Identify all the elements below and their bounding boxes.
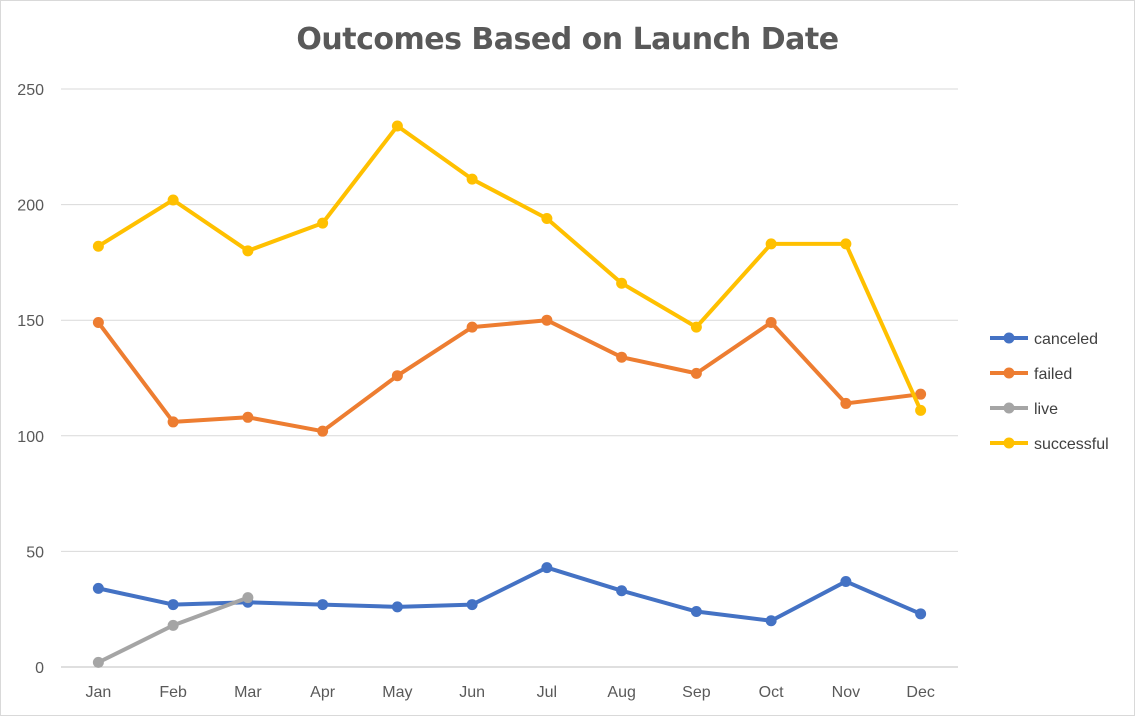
data-point-live <box>167 619 179 631</box>
data-point-canceled <box>690 606 702 618</box>
data-point-successful <box>92 240 104 252</box>
data-point-canceled <box>840 575 852 587</box>
data-point-failed <box>92 317 104 329</box>
legend-marker-live <box>1003 402 1015 414</box>
data-point-failed <box>466 321 478 333</box>
data-point-failed <box>391 370 403 382</box>
data-point-successful <box>541 212 553 224</box>
x-tick-label: Jan <box>85 684 111 701</box>
y-tick-label: 150 <box>17 313 44 330</box>
legend-marker-canceled <box>1003 332 1015 344</box>
data-point-canceled <box>765 615 777 627</box>
x-tick-label: Feb <box>159 684 187 701</box>
data-point-successful <box>840 238 852 250</box>
y-tick-label: 200 <box>17 198 44 215</box>
series-line-successful <box>96 123 923 413</box>
data-point-successful <box>466 173 478 185</box>
data-point-failed <box>317 425 329 437</box>
data-point-successful <box>616 277 628 289</box>
data-point-successful <box>242 245 254 257</box>
legend-label-failed: failed <box>1034 366 1072 383</box>
series-line-canceled <box>96 565 923 623</box>
legend-label-canceled: canceled <box>1034 331 1098 348</box>
y-tick-label: 50 <box>26 544 44 561</box>
data-point-successful <box>391 120 403 132</box>
legend-marker-successful <box>1003 437 1015 449</box>
x-tick-label: Mar <box>234 684 262 701</box>
data-point-canceled <box>391 601 403 613</box>
data-point-successful <box>690 321 702 333</box>
x-tick-label: Aug <box>607 684 635 701</box>
y-tick-label: 0 <box>35 660 44 677</box>
data-point-successful <box>167 194 179 206</box>
x-tick-label: Jul <box>537 684 557 701</box>
x-tick-label: May <box>382 684 412 701</box>
data-point-live <box>242 592 254 604</box>
data-point-failed <box>541 314 553 326</box>
data-point-canceled <box>915 608 927 620</box>
data-point-failed <box>167 416 179 428</box>
data-point-failed <box>765 317 777 329</box>
y-tick-label: 100 <box>17 429 44 446</box>
series-line-failed <box>96 318 923 434</box>
x-tick-label: Sep <box>682 684 711 701</box>
data-point-canceled <box>167 599 179 611</box>
legend-marker-failed <box>1003 367 1015 379</box>
y-tick-label: 250 <box>17 82 44 99</box>
data-point-failed <box>690 367 702 379</box>
x-tick-label: Nov <box>832 684 860 701</box>
data-point-successful <box>915 404 927 416</box>
data-point-live <box>92 656 104 668</box>
data-point-failed <box>616 351 628 363</box>
data-point-successful <box>317 217 329 229</box>
x-tick-label: Oct <box>759 684 784 701</box>
x-tick-label: Dec <box>906 684 934 701</box>
data-point-failed <box>840 397 852 409</box>
chart-title: Outcomes Based on Launch Date <box>296 22 839 57</box>
data-point-canceled <box>317 599 329 611</box>
legend-label-live: live <box>1034 401 1058 418</box>
x-tick-label: Jun <box>459 684 485 701</box>
data-point-canceled <box>92 582 104 594</box>
data-point-failed <box>242 411 254 423</box>
data-point-canceled <box>466 599 478 611</box>
data-point-successful <box>765 238 777 250</box>
data-point-canceled <box>616 585 628 597</box>
data-point-failed <box>915 388 927 400</box>
legend-label-successful: successful <box>1034 436 1109 453</box>
data-point-canceled <box>541 562 553 574</box>
x-tick-label: Apr <box>310 684 336 701</box>
